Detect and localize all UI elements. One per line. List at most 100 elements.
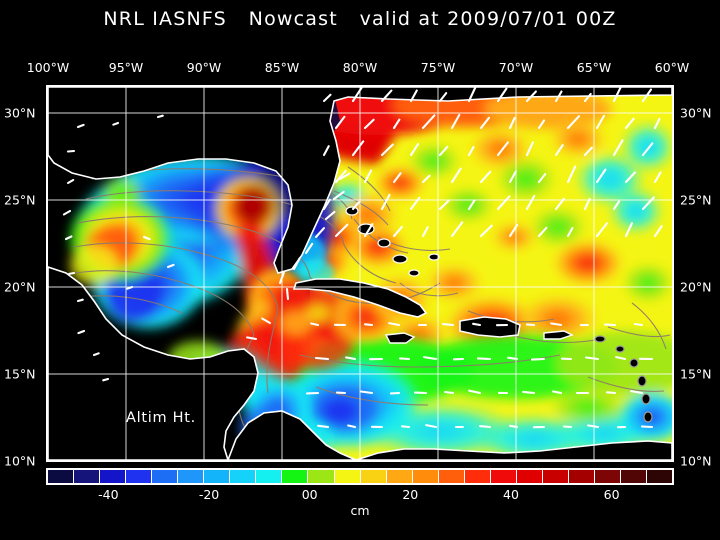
current-vector: [438, 145, 449, 157]
current-vector: [476, 357, 492, 361]
current-vector: [421, 114, 436, 130]
colorbar-band: [516, 470, 543, 483]
current-vectors: [62, 87, 663, 429]
current-vector: [653, 225, 663, 238]
colorbar-band: [464, 470, 491, 483]
current-vector: [585, 356, 600, 361]
current-vector: [112, 121, 120, 126]
land-south-america: [355, 440, 672, 460]
colorbar-band: [282, 470, 309, 483]
current-vector: [68, 271, 76, 275]
colorbar-tick-label: -40: [98, 487, 119, 502]
colorbar-band: [126, 470, 153, 483]
lon-tick-label: 65°W: [576, 60, 612, 75]
current-vector: [554, 90, 563, 103]
current-vector: [76, 298, 84, 303]
current-vector: [332, 190, 345, 201]
lat-tick-label-right: 15°N: [680, 366, 712, 382]
current-vector: [380, 89, 393, 103]
current-vector: [624, 222, 633, 238]
current-vector: [392, 172, 402, 184]
current-vector: [653, 117, 661, 130]
current-vector: [314, 356, 330, 361]
current-vector: [552, 390, 563, 395]
current-vector: [166, 263, 175, 269]
colorbar-band: [647, 470, 673, 483]
lat-tick-label-left: 30°N: [4, 105, 36, 121]
current-vector: [285, 288, 290, 301]
colorbar-band: [204, 470, 231, 483]
current-vector: [566, 227, 574, 238]
map-panel[interactable]: Altim Ht.: [46, 85, 674, 462]
current-vector: [508, 170, 517, 184]
map-canvas: [48, 87, 672, 460]
current-vector: [479, 170, 492, 184]
current-vector: [363, 169, 373, 184]
colorbar-tick-label: -20: [198, 487, 220, 502]
current-vector: [624, 171, 636, 184]
land-jamaica: [384, 332, 416, 344]
current-vector: [142, 235, 151, 241]
variable-annotation: Altim Ht.: [126, 410, 196, 426]
current-vector: [550, 322, 563, 327]
current-vector: [525, 323, 536, 327]
current-vector: [304, 242, 314, 255]
current-vector: [450, 167, 462, 184]
current-vector: [347, 424, 357, 429]
current-vector: [278, 271, 285, 285]
current-vector: [603, 323, 617, 327]
colorbar-band: [100, 470, 127, 483]
current-vector: [409, 89, 418, 103]
current-vector: [77, 329, 86, 335]
current-vector: [338, 172, 351, 181]
lon-tick-label: 100°W: [26, 60, 70, 75]
land-mexico: [48, 266, 259, 460]
colorbar-unit-label: cm: [350, 503, 370, 518]
lon-tick-label: 70°W: [498, 60, 534, 75]
current-vector: [351, 201, 360, 211]
current-vector: [554, 144, 564, 157]
current-vector: [566, 165, 577, 184]
lon-tick-label: 75°W: [420, 60, 456, 75]
current-vector: [322, 145, 330, 157]
current-vector: [472, 322, 482, 327]
current-vector: [421, 226, 429, 238]
lon-tick-label: 95°W: [108, 60, 144, 75]
current-vector: [314, 227, 326, 239]
current-vector: [587, 424, 600, 429]
lon-tick-label: 60°W: [654, 60, 690, 75]
current-vector: [562, 425, 573, 429]
current-vector: [156, 114, 164, 119]
current-vector: [409, 143, 420, 157]
current-vector: [392, 225, 403, 238]
current-vector: [322, 93, 332, 103]
colorbar-band: [542, 470, 569, 483]
current-vector: [467, 146, 475, 157]
current-vector: [450, 113, 461, 130]
land-bahamas: [345, 206, 440, 277]
current-vector: [612, 139, 624, 157]
colorbar-band: [256, 470, 283, 483]
current-vector: [102, 377, 110, 382]
current-vector: [66, 178, 75, 185]
current-vector: [444, 390, 455, 395]
current-vector: [392, 118, 401, 130]
figure-title: NRL IASNFS Nowcast valid at 2009/07/01 0…: [103, 8, 617, 30]
current-vector: [421, 174, 431, 184]
current-vector: [363, 223, 374, 238]
current-vector: [380, 143, 394, 157]
colorbar-tick-label: 40: [503, 487, 519, 502]
current-vector: [363, 323, 374, 327]
current-vector: [334, 169, 347, 184]
land-lesser-antilles: [594, 335, 653, 423]
colorbar-band: [490, 470, 517, 483]
current-vector: [612, 200, 621, 211]
current-vector: [126, 285, 134, 290]
colorbar[interactable]: [46, 468, 674, 485]
colorbar-band: [308, 470, 335, 483]
lat-tick-label-left: 25°N: [4, 192, 36, 208]
lon-tick-label: 90°W: [186, 60, 222, 75]
current-vector: [479, 116, 491, 130]
lat-tick-label-left: 10°N: [4, 453, 36, 469]
current-vector: [400, 425, 411, 429]
